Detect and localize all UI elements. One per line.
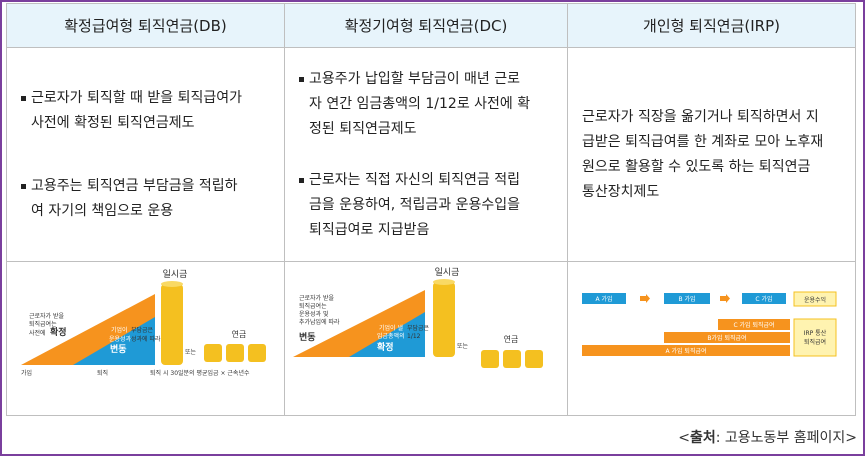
db-or-label: 또는	[185, 349, 197, 356]
bullet-icon	[21, 95, 26, 101]
db-pension-coins	[204, 344, 266, 362]
irp-bar-c-label: C 가입 퇴직급여	[733, 321, 774, 329]
dc-bullet-1: 고용주가 납입할 부담금이 매년 근로 자 연간 임금총액의 1/12로 사전에…	[299, 67, 551, 142]
coin	[503, 350, 521, 368]
description-row: 근로자가 퇴직할 때 받을 퇴직급여가 사전에 확정된 퇴직연금제도 고용주는 …	[6, 47, 856, 262]
coin	[204, 344, 222, 362]
irp-c-join	[742, 293, 786, 304]
irp-description: 근로자가 직장을 옮기거나 퇴직하면서 지 급받은 퇴직급여를 한 계좌로 모아…	[567, 47, 856, 262]
db-join-label: 가입	[21, 369, 32, 377]
dc-pension-label: 연금	[504, 335, 519, 344]
dc-worker-note-4: 추가납입에 따라	[299, 318, 340, 326]
dc-employer-note-3: 임금총액의	[377, 332, 405, 340]
dc-employer-note-1: 기업이 낼	[379, 324, 403, 332]
dc-worker-note-3: 운용성과 및	[299, 310, 329, 318]
dc-employer-note-4: 1/12	[407, 333, 421, 340]
irp-figure: A 가입 B 가입 C 가입 운용수익 C 가입 퇴직급여 B가입 퇴직급여 A…	[567, 261, 856, 416]
source-note: <출처: 고용노동부 홈페이지>	[678, 427, 857, 447]
db-lumpsum-top	[161, 281, 183, 287]
db-bullet-1: 근로자가 퇴직할 때 받을 퇴직급여가 사전에 확정된 퇴직연금제도	[21, 86, 268, 136]
dc-employer-fixed: 확정	[377, 341, 394, 353]
db-bullet-2: 고용주는 퇴직연금 부담금을 적립하 여 자기의 책임으로 운용	[21, 174, 268, 224]
db-employer-note-3: 변동	[110, 343, 127, 355]
db-employer-note-2: 운용성과	[109, 335, 132, 343]
irp-total-label-1: IRP 통산	[804, 329, 827, 337]
db-employer-note-1: 기업이	[111, 326, 128, 334]
header-row: 확정급여형 퇴직연금(DB) 확정기여형 퇴직연금(DC) 개인형 퇴직연금(I…	[6, 3, 856, 48]
bullet-icon	[299, 76, 304, 82]
header-dc: 확정기여형 퇴직연금(DC)	[284, 3, 568, 48]
irp-a-join-label: A 가입	[595, 295, 612, 303]
irp-bar-a-label: A 가입 퇴직급여	[665, 347, 706, 355]
db-worker-fixed: 확정	[50, 326, 67, 338]
irp-bar-c	[718, 319, 790, 330]
pension-comparison-table: 확정급여형 퇴직연금(DB) 확정기여형 퇴직연금(DC) 개인형 퇴직연금(I…	[6, 3, 856, 416]
db-formula: 퇴직 시 30일분의 평균임금 × 근속년수	[150, 369, 250, 377]
dc-employer-note-2: 부담금은	[407, 325, 430, 332]
arrow-right-icon	[720, 294, 730, 303]
db-lumpsum-bar	[161, 284, 183, 365]
irp-total-label-2: 퇴직급여	[804, 338, 826, 346]
db-worker-note-1: 근로자가 받을	[29, 312, 65, 320]
dc-description: 고용주가 납입할 부담금이 매년 근로 자 연간 임금총액의 1/12로 사전에…	[284, 47, 568, 262]
source-label: 출처	[689, 430, 716, 446]
db-lumpsum-label: 일시금	[163, 269, 188, 280]
irp-mgmt-label: 운용수익	[804, 296, 826, 304]
dc-worker-note-1: 근로자가 받을	[299, 294, 335, 302]
irp-total-box	[793, 318, 837, 357]
irp-mgmt-box	[793, 291, 837, 307]
db-employer-side-2: 성과에 따라	[131, 335, 161, 343]
source-prefix: <	[678, 430, 690, 446]
db-worker-note-2: 퇴직급여는	[29, 320, 57, 328]
db-diagram: 일시금 또는 연금 근로자가 받을 퇴직급여는 사전에 확정 기업이 운용성과 …	[21, 269, 266, 377]
dc-lumpsum-top	[433, 279, 455, 285]
irp-bar-b	[664, 332, 790, 343]
db-description: 근로자가 퇴직할 때 받을 퇴직급여가 사전에 확정된 퇴직연금제도 고용주는 …	[6, 47, 285, 262]
db-retire-label: 퇴직	[97, 369, 108, 377]
coin	[481, 350, 499, 368]
coin	[226, 344, 244, 362]
figure-row: 일시금 또는 연금 근로자가 받을 퇴직급여는 사전에 확정 기업이 운용성과 …	[6, 261, 856, 416]
bullet-icon	[21, 183, 26, 189]
arrow-right-icon	[640, 294, 650, 303]
irp-a-join	[582, 293, 626, 304]
irp-b-join	[664, 293, 710, 304]
db-figure: 일시금 또는 연금 근로자가 받을 퇴직급여는 사전에 확정 기업이 운용성과 …	[6, 261, 285, 416]
dc-employer-triangle	[349, 312, 425, 357]
irp-bar-a	[582, 345, 790, 356]
irp-diagram: A 가입 B 가입 C 가입 운용수익 C 가입 퇴직급여 B가입 퇴직급여 A…	[582, 291, 837, 357]
db-employer-side-1: 부담금은	[131, 327, 154, 334]
irp-c-join-label: C 가입	[755, 295, 772, 303]
coin	[248, 344, 266, 362]
dc-bullet-2: 근로자는 직접 자신의 퇴직연금 적립 금을 운용하여, 적립금과 운용수입을 …	[299, 168, 551, 243]
dc-worker-var: 변동	[299, 331, 316, 343]
db-employer-triangle	[73, 317, 155, 365]
irp-bar-b-label: B가입 퇴직급여	[707, 334, 746, 342]
dc-worker-note-2: 퇴직급여는	[299, 302, 327, 310]
db-pension-label: 연금	[232, 330, 247, 339]
source-text: : 고용노동부 홈페이지>	[715, 430, 857, 446]
dc-lumpsum-bar	[433, 282, 455, 357]
dc-diagram: 일시금 또는 연금 근로자가 받을 퇴직급여는 운용성과 및 추가납입에 따라 …	[293, 267, 543, 368]
bullet-icon	[299, 177, 304, 183]
dc-lumpsum-label: 일시금	[435, 267, 460, 278]
dc-pension-coins	[481, 350, 543, 368]
header-irp: 개인형 퇴직연금(IRP)	[567, 3, 856, 48]
db-worker-note-3: 사전에	[29, 329, 46, 337]
coin	[525, 350, 543, 368]
dc-or-label: 또는	[457, 343, 469, 350]
dc-figure: 일시금 또는 연금 근로자가 받을 퇴직급여는 운용성과 및 추가납입에 따라 …	[284, 261, 568, 416]
irp-text: 근로자가 직장을 옮기거나 퇴직하면서 지 급받은 퇴직급여를 한 계좌로 모아…	[582, 108, 824, 200]
header-db: 확정급여형 퇴직연금(DB)	[6, 3, 285, 48]
irp-b-join-label: B 가입	[678, 295, 695, 303]
